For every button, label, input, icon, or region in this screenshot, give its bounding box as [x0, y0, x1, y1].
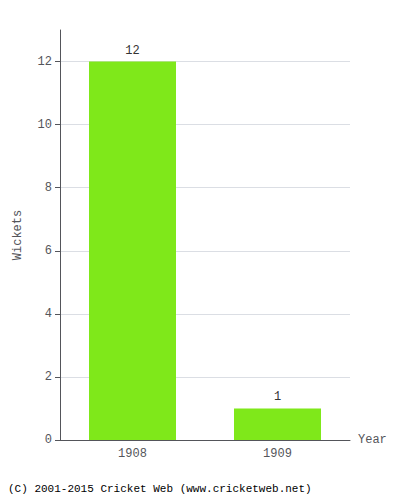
svg-text:1908: 1908: [118, 447, 147, 461]
svg-text:Wickets: Wickets: [11, 210, 25, 260]
svg-text:12: 12: [125, 44, 139, 58]
svg-text:1: 1: [274, 390, 281, 404]
svg-text:6: 6: [45, 244, 52, 258]
svg-text:8: 8: [45, 181, 52, 195]
svg-text:10: 10: [38, 118, 52, 132]
svg-text:(C) 2001-2015 Cricket Web (www: (C) 2001-2015 Cricket Web (www.cricketwe…: [8, 483, 312, 495]
svg-text:2: 2: [45, 370, 52, 384]
svg-text:0: 0: [45, 433, 52, 447]
svg-text:Year: Year: [358, 433, 387, 447]
svg-text:1909: 1909: [263, 447, 292, 461]
svg-text:4: 4: [45, 307, 52, 321]
svg-text:12: 12: [38, 55, 52, 69]
